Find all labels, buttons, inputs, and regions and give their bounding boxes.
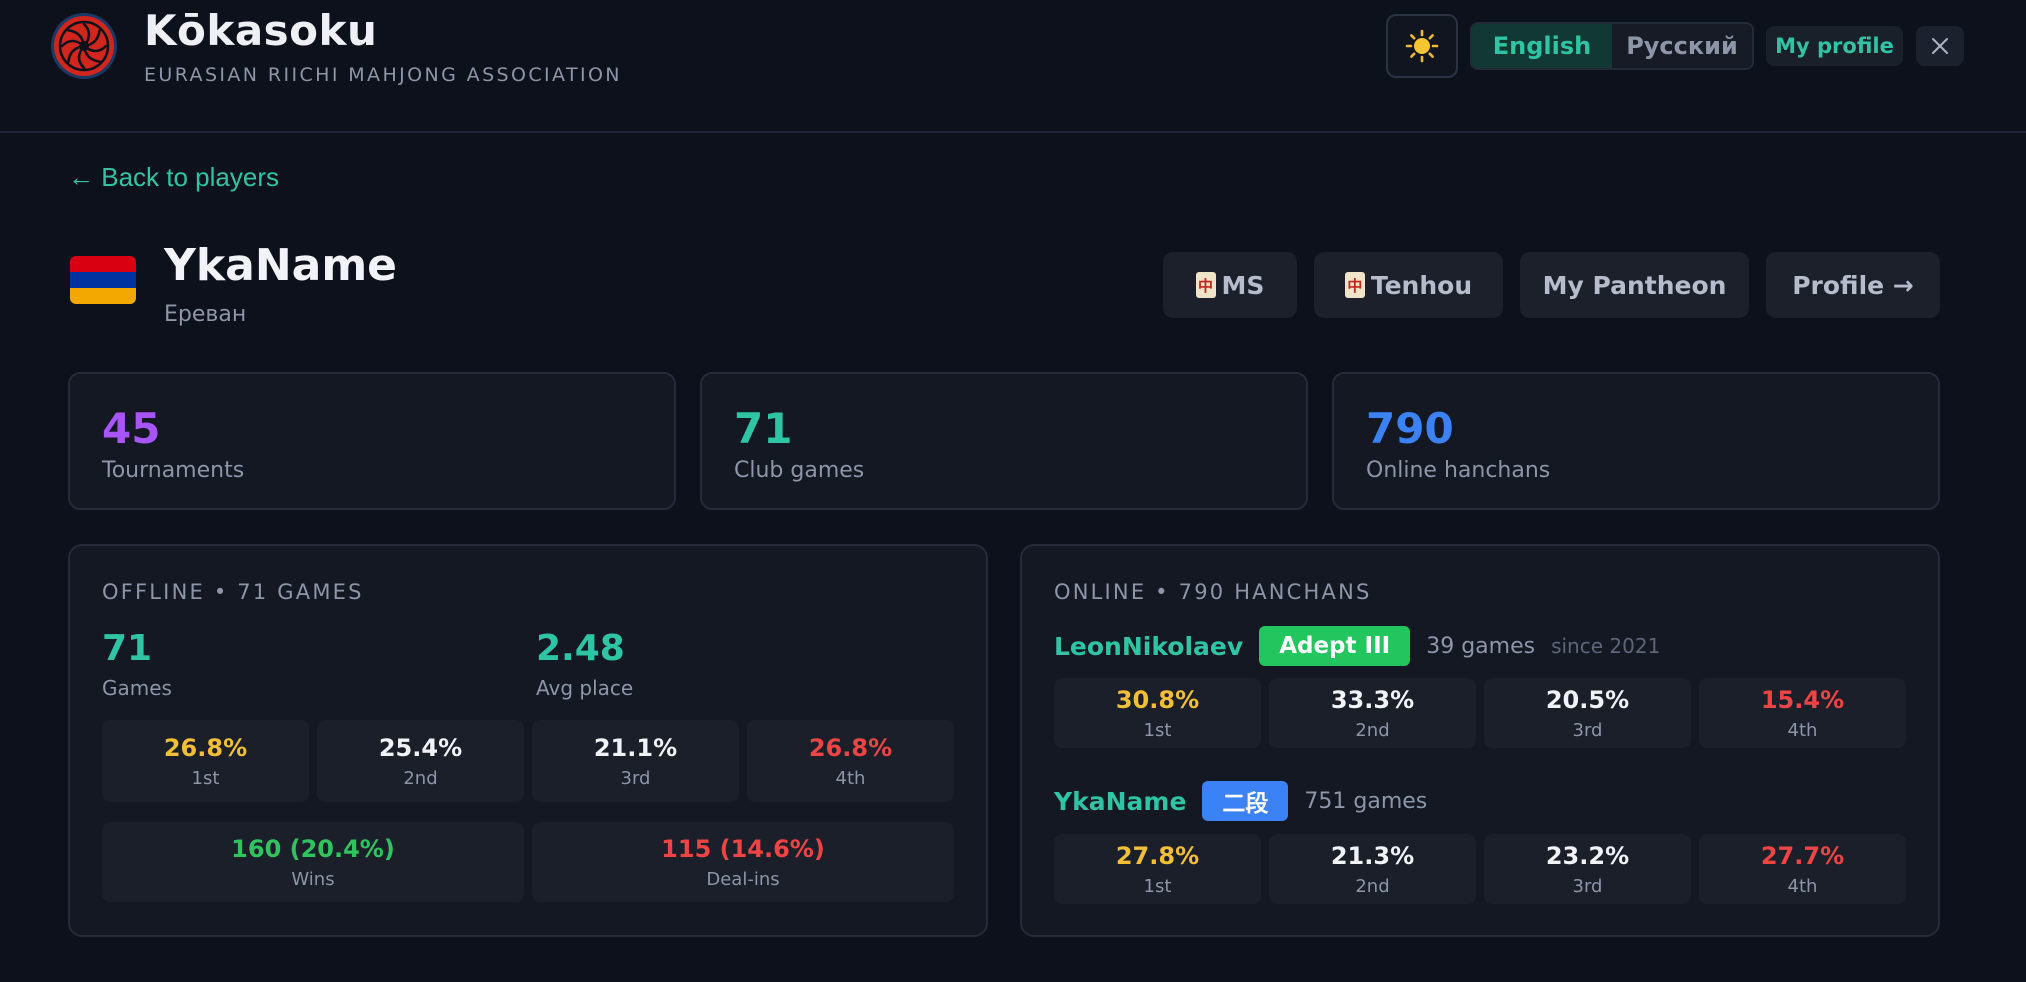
wins-label: Wins (291, 868, 335, 890)
online-hanchans-card: 790 Online hanchans (1332, 372, 1940, 510)
wins-stat: 160 (20.4%) Wins (102, 822, 524, 902)
my-pantheon-button[interactable]: My Pantheon (1520, 252, 1749, 318)
close-button[interactable] (1916, 26, 1964, 66)
club-games-count: 71 (734, 404, 793, 453)
avg-place-value: 2.48 (536, 628, 625, 669)
online-place-2nd: 33.3% 2nd (1269, 678, 1476, 748)
online-stats-panel: ONLINE • 790 HANCHANS LeonNikolaev Adept… (1020, 544, 1940, 937)
kokasoku-logo[interactable] (50, 12, 118, 80)
mahjong-soul-link-button[interactable]: 中 MS (1163, 252, 1297, 318)
armenia-flag-icon (70, 256, 136, 304)
place-label: 2nd (1355, 719, 1390, 741)
place-label: 3rd (1572, 875, 1603, 897)
online-place-2nd: 21.3% 2nd (1269, 834, 1476, 904)
offline-place-2nd: 25.4% 2nd (317, 720, 524, 802)
avg-place-label: Avg place (536, 676, 634, 700)
place-value: 30.8% (1115, 685, 1200, 714)
player-name: YkaName (164, 240, 398, 291)
place-value: 15.4% (1760, 685, 1845, 714)
offline-games-label: Games (102, 676, 172, 700)
profile-link-button[interactable]: Profile → (1766, 252, 1940, 318)
place-value: 26.8% (808, 733, 893, 762)
rank-badge: 二段 (1202, 781, 1289, 821)
place-value: 20.5% (1545, 685, 1630, 714)
app-subtitle: EURASIAN RIICHI MAHJONG ASSOCIATION (144, 64, 622, 86)
place-value: 27.7% (1760, 841, 1845, 870)
language-switcher: English Русский (1470, 22, 1754, 70)
my-profile-button[interactable]: My profile (1766, 26, 1903, 66)
player-city: Ереван (164, 302, 247, 327)
online-hanchans-label: Online hanchans (1366, 458, 1551, 483)
dealins-stat: 115 (14.6%) Deal-ins (532, 822, 954, 902)
place-label: 3rd (1572, 719, 1603, 741)
place-label: 1st (1143, 719, 1172, 741)
online-account-row: YkaName 二段 751 games (1054, 781, 1427, 821)
offline-place-4th: 26.8% 4th (747, 720, 954, 802)
online-panel-title: ONLINE • 790 HANCHANS (1054, 580, 1372, 604)
place-value: 25.4% (378, 733, 463, 762)
offline-panel-title: OFFLINE • 71 GAMES (102, 580, 364, 604)
rank-badge: Adept III (1259, 626, 1411, 666)
app-title: Kōkasoku (144, 6, 378, 55)
club-games-card: 71 Club games (700, 372, 1308, 510)
close-icon (1932, 38, 1948, 54)
online-place-4th: 15.4% 4th (1699, 678, 1906, 748)
offline-stats-panel: OFFLINE • 71 GAMES 71 Games 2.48 Avg pla… (68, 544, 988, 937)
place-label: 4th (1787, 719, 1818, 741)
tenhou-link-button[interactable]: 中 Tenhou (1314, 252, 1503, 318)
place-value: 21.3% (1330, 841, 1415, 870)
language-english-button[interactable]: English (1472, 24, 1612, 68)
online-place-3rd: 20.5% 3rd (1484, 678, 1691, 748)
sun-icon (1405, 29, 1439, 63)
place-label: 2nd (1355, 875, 1390, 897)
offline-place-1st: 26.8% 1st (102, 720, 309, 802)
online-since: since 2021 (1551, 634, 1661, 658)
online-account-name[interactable]: LeonNikolaev (1054, 631, 1244, 661)
mahjong-soul-label: MS (1221, 270, 1265, 300)
mahjong-tile-icon: 中 (1195, 272, 1216, 298)
place-value: 33.3% (1330, 685, 1415, 714)
online-place-4th: 27.7% 4th (1699, 834, 1906, 904)
online-place-1st: 27.8% 1st (1054, 834, 1261, 904)
theme-toggle-button[interactable] (1386, 14, 1458, 78)
place-label: 1st (191, 767, 220, 789)
wins-value: 160 (20.4%) (231, 834, 395, 863)
offline-games-value: 71 (102, 628, 153, 669)
online-hanchans-count: 790 (1366, 404, 1454, 453)
dealins-value: 115 (14.6%) (661, 834, 825, 863)
offline-place-3rd: 21.1% 3rd (532, 720, 739, 802)
online-place-3rd: 23.2% 3rd (1484, 834, 1691, 904)
top-bar: Kōkasoku EURASIAN RIICHI MAHJONG ASSOCIA… (0, 0, 2026, 133)
online-place-1st: 30.8% 1st (1054, 678, 1261, 748)
place-label: 2nd (403, 767, 438, 789)
language-russian-button[interactable]: Русский (1626, 32, 1738, 60)
tournaments-count: 45 (102, 404, 161, 453)
place-label: 4th (835, 767, 866, 789)
place-value: 27.8% (1115, 841, 1200, 870)
dealins-label: Deal-ins (706, 868, 780, 890)
tournaments-card: 45 Tournaments (68, 372, 676, 510)
club-games-label: Club games (734, 458, 865, 483)
mahjong-tile-icon: 中 (1344, 272, 1365, 298)
online-games-count: 39 games (1426, 633, 1536, 659)
place-value: 26.8% (163, 733, 248, 762)
tournaments-label: Tournaments (102, 458, 245, 483)
place-label: 3rd (620, 767, 651, 789)
back-to-players-link[interactable]: ← Back to players (68, 162, 279, 192)
place-label: 4th (1787, 875, 1818, 897)
online-account-name[interactable]: YkaName (1054, 786, 1187, 816)
tenhou-label: Tenhou (1370, 270, 1473, 300)
online-games-count: 751 games (1304, 788, 1428, 814)
place-value: 21.1% (593, 733, 678, 762)
online-account-row: LeonNikolaev Adept III 39 games since 20… (1054, 626, 1660, 666)
place-value: 23.2% (1545, 841, 1630, 870)
place-label: 1st (1143, 875, 1172, 897)
